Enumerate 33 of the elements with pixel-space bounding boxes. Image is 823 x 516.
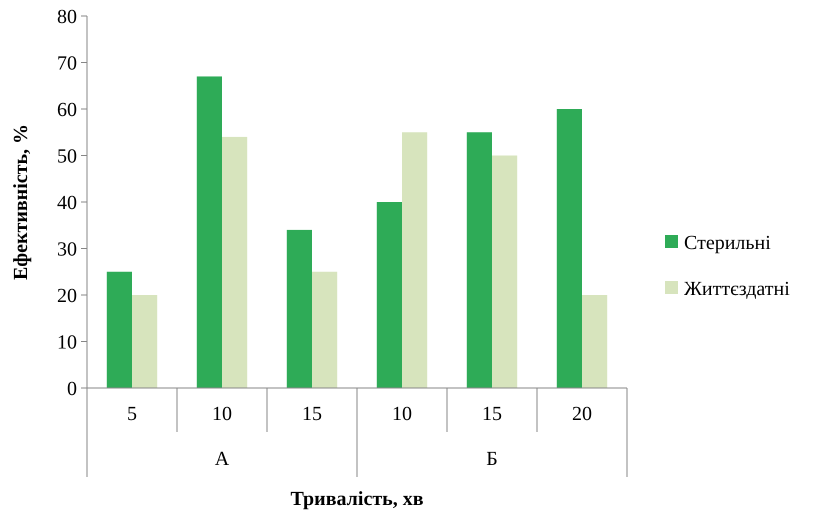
y-tick-label: 20 [57,285,77,307]
legend-label: Життєздатні [684,278,790,300]
bar [556,109,582,388]
text: Б [486,448,498,470]
legend-label: Стерильні [684,232,772,254]
bar [106,272,132,388]
y-axis-title: Ефективність, % [10,124,32,280]
bar [376,202,402,388]
bar [196,76,222,388]
x-tick-label: 10 [392,403,412,425]
y-tick-label: 30 [57,238,77,260]
x-axis-title: Тривалість, хв [290,488,424,510]
y-tick-label: 50 [57,146,77,168]
bar [222,136,248,388]
x-tick-label: 15 [482,403,502,425]
bar [312,272,338,388]
bar [582,295,608,388]
bar [492,156,518,388]
x-tick-label: 15 [302,403,322,425]
bar [402,132,428,388]
bar [466,132,492,388]
bar [286,230,312,388]
x-tick-label: 5 [127,403,137,425]
y-tick-label: 80 [57,6,77,28]
y-tick-label: 0 [67,378,77,400]
y-tick-label: 40 [57,192,77,214]
y-tick-label: 10 [57,332,77,354]
y-tick-label: 60 [57,99,77,121]
bar [132,295,158,388]
text: А [214,448,230,470]
x-tick-label: 10 [212,403,232,425]
y-tick-label: 70 [57,52,77,74]
x-tick-label: 20 [572,403,592,425]
